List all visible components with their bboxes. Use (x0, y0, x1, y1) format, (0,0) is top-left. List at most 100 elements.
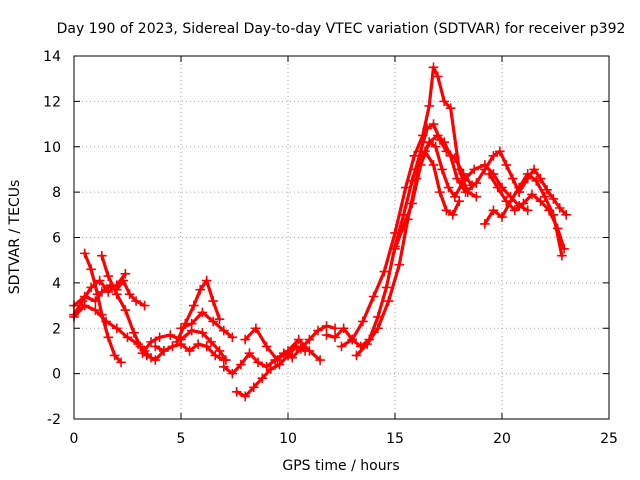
data-point-marker (189, 300, 199, 311)
data-point-marker (293, 334, 304, 345)
data-point-marker (193, 339, 203, 349)
data-point-marker (321, 321, 332, 331)
data-point-marker (527, 189, 537, 200)
series-track-12 (240, 323, 325, 365)
data-point-marker (495, 146, 505, 157)
data-point-marker (347, 334, 357, 345)
data-point-marker (201, 341, 212, 352)
data-point-marker (540, 191, 550, 202)
x-tick-labels: 0 5 10 15 20 25 (70, 431, 618, 447)
y-tick-label: 8 (52, 185, 61, 201)
data-point-marker (443, 182, 454, 193)
data-point-marker (201, 275, 212, 286)
data-point-marker (195, 284, 206, 295)
data-point-marker (514, 187, 524, 197)
data-point-marker (304, 334, 315, 345)
data-point-marker (79, 248, 90, 259)
data-point-marker (103, 271, 114, 281)
data-point-marker (548, 194, 559, 204)
data-point-marker (522, 173, 533, 184)
data-point-marker (390, 228, 400, 238)
y-tick-label: -2 (47, 412, 61, 428)
data-point-marker (86, 282, 96, 293)
data-point-marker (283, 346, 293, 356)
data-point-marker (214, 346, 225, 356)
data-point-marker (458, 175, 469, 186)
data-point-marker (248, 382, 259, 393)
data-point-marker (146, 337, 156, 347)
data-point-marker (206, 337, 216, 347)
series-line (140, 328, 228, 362)
y-tick-label: 14 (43, 49, 61, 65)
data-point-marker (480, 164, 490, 175)
data-point-marker (165, 330, 176, 340)
data-point-marker (454, 196, 464, 206)
data-point-marker (368, 291, 379, 302)
grid (74, 56, 609, 419)
data-point-marker (439, 137, 450, 148)
series-track-16 (390, 130, 524, 254)
data-point-marker (518, 198, 529, 209)
data-point-marker (253, 357, 263, 368)
y-tick-label: 2 (52, 321, 61, 337)
data-point-marker (261, 341, 272, 352)
y-tick-label: 10 (43, 140, 61, 156)
data-point-marker (231, 386, 242, 397)
data-point-marker (137, 348, 148, 359)
data-point-marker (447, 210, 458, 220)
data-point-marker (109, 350, 120, 361)
series-line (517, 167, 568, 217)
data-point-marker (373, 312, 383, 322)
data-point-marker (176, 323, 186, 334)
data-point-marker (428, 160, 439, 170)
series-track-17 (411, 146, 464, 220)
data-point-marker (488, 205, 499, 216)
series-layer (69, 62, 571, 402)
data-point-marker (159, 346, 169, 356)
data-point-marker (86, 264, 96, 275)
data-point-marker (460, 187, 471, 197)
data-point-marker (430, 141, 441, 152)
data-point-marker (101, 316, 111, 327)
data-point-marker (266, 364, 276, 374)
data-point-marker (471, 178, 482, 188)
data-point-marker (197, 307, 208, 318)
data-point-marker (92, 289, 103, 300)
y-tick-label: 0 (52, 367, 61, 383)
data-point-marker (433, 130, 443, 141)
data-point-marker (548, 210, 559, 220)
data-point-marker (315, 355, 325, 365)
x-tick-label: 20 (493, 431, 511, 447)
x-tick-label: 25 (600, 431, 618, 447)
data-point-marker (338, 323, 349, 334)
data-point-marker (428, 62, 439, 73)
data-point-marker (330, 323, 340, 334)
series-track-8 (171, 275, 225, 347)
data-point-marker (131, 296, 141, 306)
data-point-marker (554, 203, 565, 213)
data-point-marker (411, 164, 422, 175)
data-point-marker (418, 130, 428, 141)
data-point-marker (351, 350, 362, 361)
data-point-marker (420, 146, 430, 157)
series-track-7 (150, 339, 229, 365)
data-point-marker (330, 332, 340, 343)
data-point-marker (208, 316, 218, 327)
data-point-marker (184, 346, 195, 356)
series-line (483, 172, 564, 258)
data-point-marker (90, 305, 101, 315)
data-point-marker (437, 164, 447, 175)
data-point-marker (497, 212, 507, 222)
data-point-marker (116, 357, 126, 368)
data-point-marker (394, 259, 405, 270)
data-point-marker (409, 151, 420, 161)
data-point-marker (94, 275, 105, 286)
data-point-marker (219, 325, 229, 336)
y-tick-labels: -2 0 2 4 6 8 10 12 14 (43, 49, 61, 428)
axis-ticks (73, 55, 610, 420)
data-point-marker (103, 332, 114, 343)
data-point-marker (240, 334, 250, 345)
data-point-marker (492, 182, 503, 193)
data-point-marker (450, 191, 460, 202)
